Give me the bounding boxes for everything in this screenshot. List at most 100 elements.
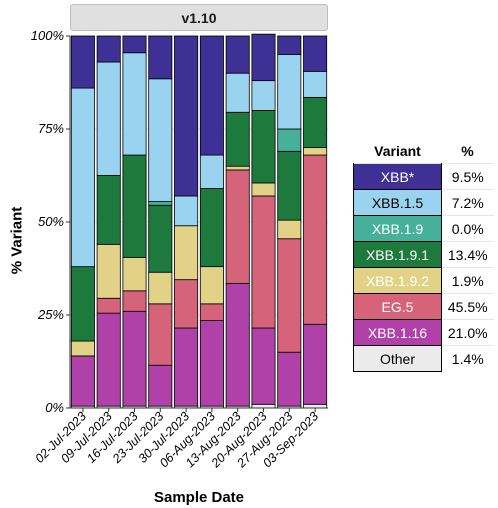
bar-segment — [277, 35, 302, 56]
bar-segment — [251, 182, 276, 197]
legend-variant-pct: 0.0% — [441, 215, 494, 242]
bar-segment — [96, 175, 121, 245]
bar-segment — [303, 154, 328, 325]
bar-segment — [96, 35, 121, 63]
bar-segment — [96, 312, 121, 407]
bar-segment — [199, 320, 224, 407]
bar-segment — [122, 310, 147, 407]
bar-segment — [174, 327, 199, 407]
bar-segment — [148, 78, 173, 202]
bar-segment — [174, 279, 199, 329]
bar-segment — [303, 70, 328, 98]
y-tick-label: 100% — [31, 28, 64, 43]
bar-segment — [96, 297, 121, 314]
bar-segment — [251, 195, 276, 329]
legend-variant-pct: 21.0% — [441, 319, 494, 346]
bar-segment — [96, 61, 121, 176]
bar-segment — [277, 150, 302, 221]
bar-segment — [303, 35, 328, 72]
bar-segment — [70, 87, 95, 268]
legend-header-row: Variant % — [354, 140, 494, 164]
bar-segment — [199, 303, 224, 321]
legend-variant-name: XBB.1.9.1 — [353, 241, 442, 268]
legend-header-pct: % — [461, 143, 474, 159]
legend-variant-pct: 45.5% — [441, 293, 494, 320]
legend-row: XBB.1.9.1 13.4% — [353, 241, 494, 268]
y-tick-label: 75% — [38, 121, 64, 136]
legend-variant-pct: 13.4% — [441, 241, 494, 268]
bar-segment — [277, 219, 302, 240]
bar-segment — [70, 340, 95, 357]
bar-segment — [148, 204, 173, 273]
legend-header-variant: Variant — [374, 143, 421, 159]
facet-title: v1.10 — [181, 9, 217, 26]
bar-segment — [277, 54, 302, 130]
legend-variant-name: XBB.1.9 — [353, 215, 442, 242]
legend-row: Other 1.4% — [353, 345, 494, 372]
bar-segment — [199, 188, 224, 268]
bar-segment — [174, 195, 199, 227]
y-axis-title: % Variant — [8, 206, 26, 275]
y-tick-label: 25% — [37, 307, 64, 322]
bar-segment — [70, 355, 95, 407]
bar-segment — [277, 351, 302, 407]
bar-segment — [70, 266, 95, 342]
bar-segment — [251, 110, 276, 184]
facet-strip: v1.10 — [70, 4, 328, 31]
legend-variant-name: EG.5 — [353, 293, 442, 320]
bar-segment — [122, 52, 147, 156]
legend-row: XBB.1.16 21.0% — [353, 319, 494, 346]
bar-segment — [122, 256, 147, 292]
legend-variant-name: XBB.1.5 — [353, 189, 442, 216]
legend-variant-pct: 1.4% — [441, 345, 494, 372]
legend-row: XBB.1.5 7.2% — [353, 189, 494, 216]
legend-variant-name: XBB.1.9.2 — [353, 267, 442, 294]
bar-segment — [225, 35, 250, 74]
legend-row: XBB.1.9.2 1.9% — [353, 267, 494, 294]
bar-segment — [303, 323, 328, 405]
legend-variant-name: XBB.1.16 — [353, 319, 442, 346]
legend-variant-name: Other — [353, 345, 442, 372]
bar-segment — [148, 35, 173, 80]
bar-segment — [199, 154, 224, 189]
bar-segment — [225, 165, 250, 171]
bar-segment — [148, 303, 173, 366]
bar-segment — [251, 403, 276, 409]
bar-segment — [225, 282, 250, 407]
y-tick-label: 50% — [38, 214, 64, 229]
bar-segment — [122, 35, 147, 54]
legend-variant-pct: 9.5% — [441, 163, 494, 190]
legend-row: XBB.1.9 0.0% — [353, 215, 494, 242]
bar-segment — [148, 364, 173, 407]
bar-segment — [303, 403, 328, 409]
bar-segment — [199, 35, 224, 156]
bar-segment — [303, 147, 328, 156]
bar-segment — [225, 111, 250, 167]
legend-body: XBB* 9.5% XBB.1.5 7.2% XBB.1.9 0.0% XBB.1.9.1 1… — [353, 163, 494, 372]
bar-segment — [148, 271, 173, 305]
bar-segment — [225, 169, 250, 284]
bar-segment — [251, 33, 276, 82]
bar-segment — [277, 238, 302, 353]
legend-variant-name: XBB* — [353, 163, 442, 190]
bar-segment — [70, 35, 95, 89]
x-axis-title: Sample Date — [153, 489, 245, 506]
bar-segment — [251, 80, 276, 111]
legend-variant-pct: 1.9% — [441, 267, 494, 294]
bar-segment — [96, 243, 121, 299]
bar-segment — [199, 266, 224, 305]
bar-segment — [277, 128, 302, 152]
y-tick-label: 0% — [45, 400, 64, 415]
bar-segment — [174, 35, 199, 197]
bar-segment — [251, 327, 276, 405]
bar-segment — [122, 154, 147, 258]
bar-segment — [148, 201, 173, 206]
legend-row: EG.5 45.5% — [353, 293, 494, 320]
bar-segment — [303, 96, 328, 148]
bar-segment — [225, 72, 250, 113]
bar-segment — [122, 290, 147, 312]
variant-legend-table: Variant % XBB* 9.5% XBB.1.5 7.2% XBB.1.9 0.0%… — [353, 140, 494, 372]
legend-row: XBB* 9.5% — [353, 163, 494, 190]
legend-variant-pct: 7.2% — [441, 189, 494, 216]
